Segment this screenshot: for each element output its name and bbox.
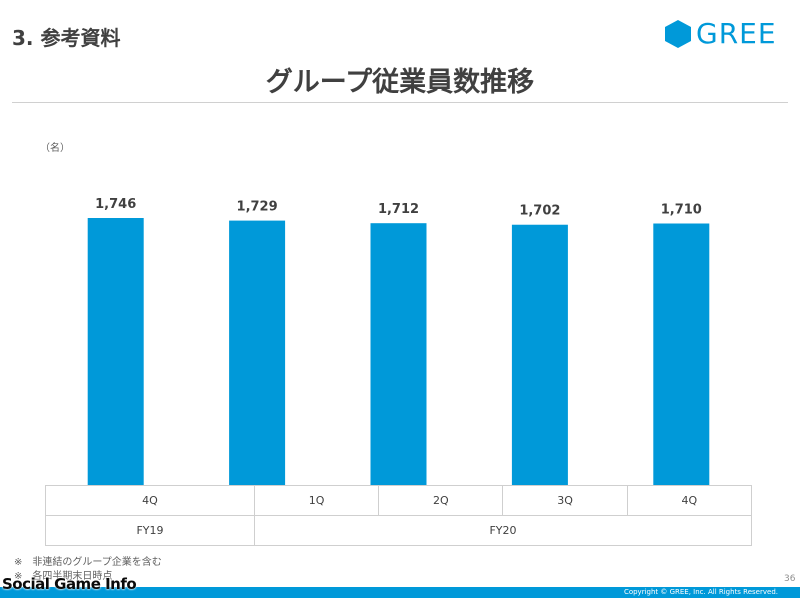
quarter-row: 4Q 1Q 2Q 3Q 4Q [44,485,753,516]
bar [229,220,286,485]
gree-logo: GREE [664,17,777,50]
footer-bar [0,587,800,598]
unit-label: （名） [40,143,70,154]
category-label: 2Q [378,485,504,516]
data-label: 1,729 [237,200,278,215]
fiscal-year-row: FY19 FY20 [44,515,752,546]
category-table: 4Q 1Q 2Q 3Q 4Q FY19 FY20 [44,485,753,546]
bar [653,223,710,485]
fiscal-year-label: FY19 [44,515,256,546]
data-label: 1,702 [519,204,560,219]
page-title: グループ従業員数推移 [265,67,535,98]
copyright-text: Copyright © GREE, Inc. All Rights Reserv… [623,588,778,596]
category-label: 1Q [254,485,380,516]
footnotes: ※ 非連結のグループ企業を含む ※ 各四半期末日時点 [14,556,162,584]
bar [511,224,568,485]
data-label: 1,746 [95,197,136,212]
category-label: 3Q [502,485,628,516]
title-divider [12,102,788,103]
category-label: 4Q [626,485,753,516]
page-number: 36 [784,574,796,584]
category-label: 4Q [44,485,256,516]
section-label: 3. 参考資料 [12,26,121,50]
data-label: 1,712 [378,202,419,217]
watermark: Social Game Info [2,575,137,593]
hexagon-logo-icon [665,19,691,48]
logo-text: GREE [696,17,777,50]
bar [87,218,144,485]
fiscal-year-label: FY20 [254,515,752,546]
footnote: ※ 非連結のグループ企業を含む [14,557,162,568]
footnote: ※ 各四半期末日時点 [14,571,113,582]
bar [370,223,427,485]
data-label: 1,710 [661,203,702,218]
